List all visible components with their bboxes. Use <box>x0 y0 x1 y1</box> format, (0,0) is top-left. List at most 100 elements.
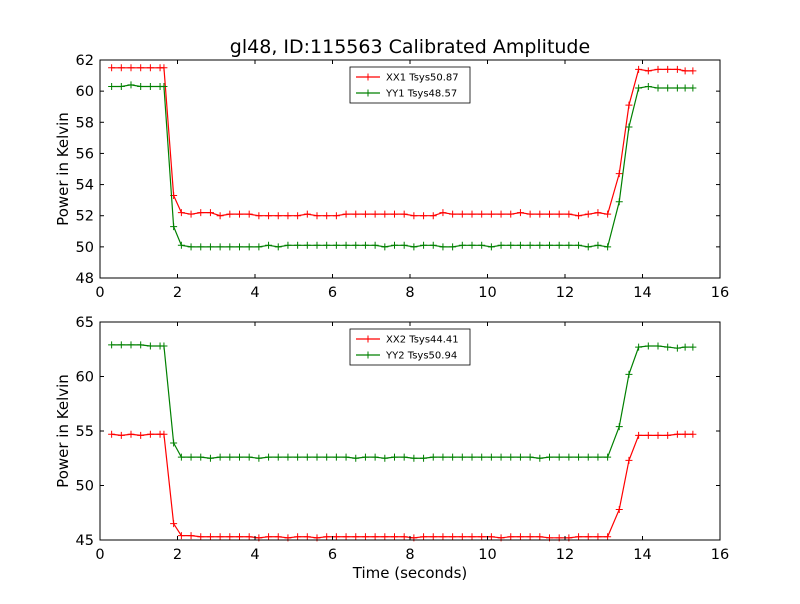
panel2-series-1-point <box>146 430 154 438</box>
panel2-series-1-point <box>429 533 437 541</box>
panel1-series-2-point <box>197 243 205 251</box>
chart-title: gl48, ID:115563 Calibrated Amplitude <box>230 36 590 58</box>
panel1-series-2-point <box>654 84 662 92</box>
panel2-series-2-point <box>206 454 214 462</box>
panel1-y-tick-label: 50 <box>76 240 94 256</box>
panel1-series-1-point <box>644 67 652 75</box>
panel2-y-tick-label: 50 <box>76 479 94 495</box>
panel2-y-axis-label: Power in Kelvin <box>54 374 72 488</box>
panel2-series-2-point <box>468 453 476 461</box>
panel1-series-2-point <box>536 241 544 249</box>
panel1-series-1-point <box>497 210 505 218</box>
panel2-series-1-point <box>615 505 623 513</box>
panel1-series-2-point <box>274 243 282 251</box>
panel1-legend-marker <box>364 89 372 97</box>
panel1-series-1-point <box>146 64 154 72</box>
panel1-series-1-point <box>507 210 515 218</box>
panel1-series-2-point <box>160 82 168 90</box>
panel1-series-1-point <box>236 210 243 218</box>
panel2-series-1-point <box>274 533 282 541</box>
panel1-series-1-point <box>625 101 633 109</box>
panel2-series-2-point <box>226 453 234 461</box>
panel1-series-1-point <box>555 210 563 218</box>
panel1-y-axis-label: Power in Kelvin <box>54 112 72 226</box>
panel1-series-2-point <box>342 241 350 249</box>
panel2-series-1-point <box>458 533 466 541</box>
panel1-series-1-point <box>449 210 457 218</box>
panel2-legend-entry: YY2 Tsys50.94 <box>385 351 457 362</box>
panel1-series-2-point <box>673 84 681 92</box>
panel1-series-2-point <box>555 241 563 249</box>
panel2-series-2-point <box>303 453 311 461</box>
panel1-series-1-point <box>468 210 476 218</box>
panel2-series-2-point <box>108 341 116 349</box>
panel1-x-tick-label: 12 <box>556 285 574 301</box>
panel2-series-1-point <box>294 533 302 541</box>
panel2-series-2-point <box>625 370 633 378</box>
panel2-series-2-point <box>323 453 331 461</box>
panel1-legend-box <box>349 66 471 104</box>
panel2-series-1-point <box>108 430 116 438</box>
panel1-x-tick-label: 8 <box>405 285 414 301</box>
panel1-x-tick-label: 2 <box>173 285 182 301</box>
panel2-series-2-point <box>458 453 466 461</box>
panel1-series-2-point <box>391 241 398 249</box>
panel2-series-1-point <box>635 431 643 439</box>
panel2-series-1-point <box>673 430 681 438</box>
panel1-series-2-point <box>108 82 116 90</box>
panel2-series-1-point <box>323 533 331 541</box>
panel1-y-tick-label: 60 <box>76 84 94 100</box>
panel1-series-1-point <box>400 210 408 218</box>
panel2-series-1-point <box>664 431 672 439</box>
panel1-series-1-point <box>487 210 495 218</box>
panel2-series-1-point <box>584 533 592 541</box>
panel1-series-2-point <box>187 243 195 251</box>
panel1-series-2-point <box>516 241 524 249</box>
panel2-series-2-point <box>604 453 612 461</box>
panel1-series-2-point <box>487 243 495 251</box>
panel1-series-1-point <box>654 65 662 73</box>
panel2-series-2-point <box>274 453 282 461</box>
panel2-series-1-point <box>654 431 662 439</box>
panel2-series-1-point <box>170 520 178 528</box>
panel2-series-1-point <box>681 430 689 438</box>
panel2-series-2-point <box>689 343 697 351</box>
panel2-series-2-point <box>449 453 457 461</box>
panel2-series-2-point <box>236 453 243 461</box>
panel2-series-2-point <box>507 453 515 461</box>
panel1-legend-entry: YY1 Tsys48.57 <box>385 89 457 100</box>
panel2-series-2-point <box>177 453 185 461</box>
panel2-series-1-point <box>420 533 428 541</box>
panel1-series-1-point <box>410 212 418 220</box>
panel1-series-1-point <box>187 210 195 218</box>
panel1-series-2-point <box>410 243 418 251</box>
panel1-x-tick-label: 6 <box>328 285 337 301</box>
panel1-series-2-point <box>137 82 145 90</box>
panel2-x-tick-label: 12 <box>556 547 574 563</box>
panel2-series-2-point <box>313 453 321 461</box>
panel1-series-1-point <box>689 67 697 75</box>
panel2-legend-entry: XX2 Tsys44.41 <box>386 335 459 346</box>
panel1-series-1-point <box>516 209 524 217</box>
panel1-series-2-point <box>689 84 697 92</box>
panel2-series-1-point <box>177 532 185 540</box>
panel2-series-2-point <box>410 454 418 462</box>
panel2-series-2-point <box>265 453 273 461</box>
panel2-series-1-point <box>226 533 234 541</box>
panel2-x-tick-label: 2 <box>173 547 182 563</box>
panel1-series-1-point <box>265 212 273 220</box>
panel1-series-1-point <box>313 212 321 220</box>
panel1-x-tick-label: 0 <box>95 285 104 301</box>
panel2-legend-marker <box>364 335 372 343</box>
panel2-series-1-point <box>478 533 486 541</box>
panel1-series-1-point <box>255 212 263 220</box>
panel2-x-tick-label: 16 <box>711 547 729 563</box>
panel2-series-1-point <box>117 431 125 439</box>
panel2-series-2-point <box>584 453 592 461</box>
panel1-series-2-point <box>381 243 389 251</box>
panel2-series-1-point <box>332 533 340 541</box>
panel2-series-2-point <box>361 453 369 461</box>
panel1-series-2-point <box>565 241 573 249</box>
panel1-series-2-point <box>265 241 273 249</box>
